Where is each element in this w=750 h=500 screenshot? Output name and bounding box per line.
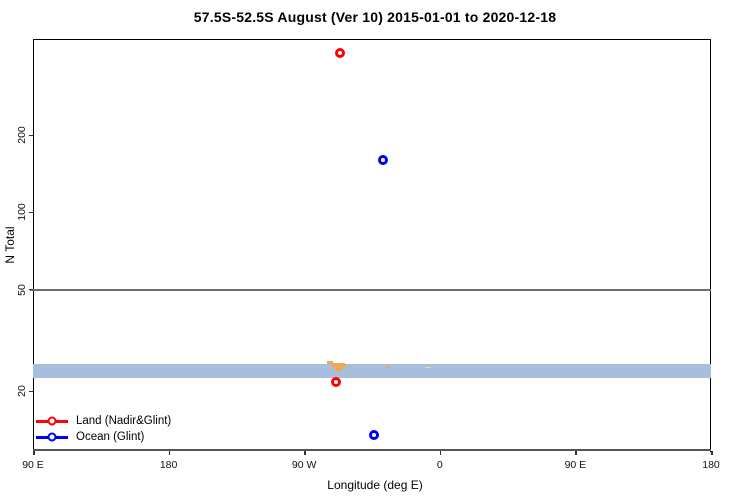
y-tick-label: 20 [16, 385, 28, 398]
x-tick [304, 451, 306, 455]
x-tick [711, 451, 713, 455]
plot-area [33, 39, 711, 452]
land-marker-icon [36, 416, 68, 426]
legend-item-ocean: Ocean (Glint) [36, 429, 171, 445]
x-axis-label: Longitude (deg E) [327, 478, 423, 492]
x-tick [168, 451, 171, 455]
y-tick [29, 288, 33, 291]
ocean-marker-icon [36, 432, 68, 442]
land-patch [343, 363, 349, 366]
land-patch [425, 366, 432, 368]
map-band [33, 363, 711, 378]
legend: Land (Nadir&Glint) Ocean (Glint) [36, 413, 171, 445]
x-tick-label: 90 E [564, 459, 587, 471]
x-tick-label: 180 [702, 459, 720, 471]
x-tick-label: 90 W [291, 459, 317, 471]
y-tick-label: 200 [16, 126, 28, 145]
x-tick [575, 451, 577, 455]
x-tick [33, 451, 35, 455]
y-tick-label: 50 [16, 283, 28, 296]
legend-label-land: Land (Nadir&Glint) [76, 415, 172, 427]
x-axis-line [33, 449, 711, 451]
y-tick [29, 134, 33, 137]
y-tick [29, 390, 33, 393]
y-tick [29, 211, 33, 214]
land-patch [326, 360, 333, 364]
chart-title: 57.5S-52.5S August (Ver 10) 2015-01-01 t… [193, 9, 557, 25]
land-patch [332, 362, 346, 367]
y-axis-label: N Total [3, 226, 17, 264]
x-tick-label: 90 E [22, 459, 44, 471]
land-patch [335, 366, 342, 371]
data-point-land [330, 376, 341, 387]
y-tick-label: 100 [16, 203, 28, 222]
legend-item-land: Land (Nadir&Glint) [36, 413, 171, 429]
x-tick [439, 451, 442, 455]
land-patch [387, 365, 391, 368]
data-point-ocean [368, 430, 379, 441]
x-tick-label: 0 [436, 459, 443, 471]
data-point-land [335, 47, 346, 58]
x-tick-label: 180 [159, 459, 178, 471]
data-point-ocean [377, 155, 388, 166]
legend-label-ocean: Ocean (Glint) [76, 431, 145, 443]
reference-line-50 [30, 288, 711, 291]
